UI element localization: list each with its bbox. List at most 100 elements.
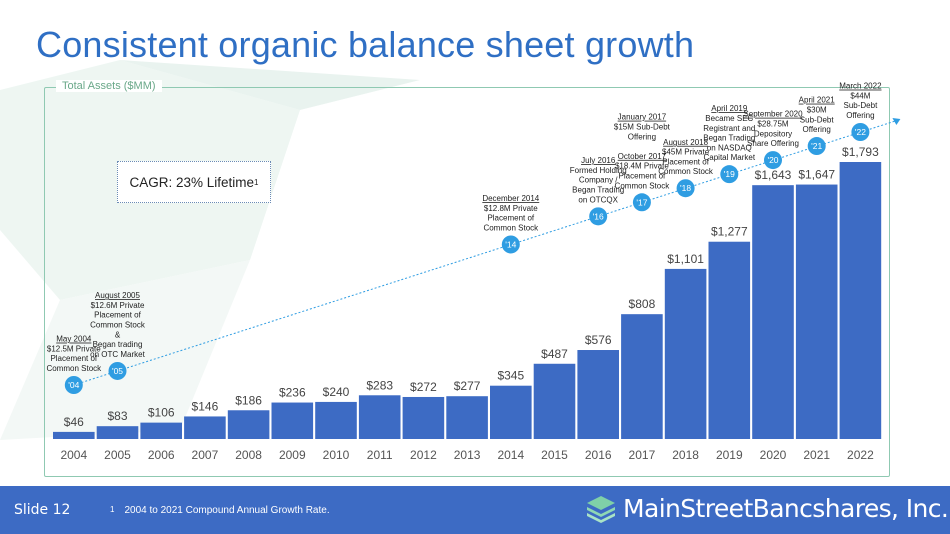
value-label-2016: $576: [585, 333, 612, 347]
x-tick-2019: 2019: [716, 448, 743, 462]
milestone-text-2018-2: Placement of: [662, 157, 709, 166]
milestone-text-2019-3: Began Trading: [703, 134, 755, 143]
milestone-label-2004: '04: [68, 380, 79, 390]
milestone-text-2020-1: $28.75M: [757, 120, 788, 129]
cagr-callout: CAGR: 23% Lifetime 1: [117, 161, 271, 203]
milestone-text-2017-5: $18.4M Private: [615, 162, 669, 171]
x-tick-2017: 2017: [629, 448, 656, 462]
cagr-text: CAGR: 23% Lifetime: [129, 174, 255, 190]
x-tick-2011: 2011: [367, 448, 393, 462]
milestone-text-2004-1: $12.5M Private: [47, 344, 101, 353]
milestone-text-2004-0: May 2004: [56, 335, 92, 344]
milestone-text-2016-4: on OTCQX: [578, 195, 618, 204]
cagr-footnote-ref: 1: [254, 177, 259, 187]
milestone-text-2005-0: August 2005: [95, 291, 140, 300]
bar-2006: [140, 422, 182, 439]
bar-2022: [839, 162, 882, 439]
milestone-text-2022-2: Sub-Debt: [844, 101, 879, 110]
footnote-text: 2004 to 2021 Compound Annual Growth Rate…: [124, 505, 330, 516]
x-tick-2022: 2022: [847, 448, 874, 462]
milestone-text-2021-2: Sub-Debt: [800, 115, 835, 124]
milestone-text-2016-2: Company /: [579, 176, 618, 185]
milestone-text-2018-0: August 2018: [663, 138, 708, 147]
milestone-text-2022-0: March 2022: [839, 82, 882, 91]
x-tick-2004: 2004: [60, 448, 87, 462]
milestone-text-2004-2: Placement of: [50, 354, 97, 363]
x-tick-2008: 2008: [235, 448, 262, 462]
milestone-label-2020: '20: [767, 155, 778, 165]
bar-2013: [446, 396, 488, 439]
bar-2010: [315, 401, 357, 439]
value-label-2005: $83: [107, 409, 127, 423]
milestone-text-2016-3: Began Trading: [572, 186, 624, 195]
milestone-text-2005-4: &: [115, 330, 121, 339]
milestone-text-2005-6: on OTC Market: [90, 350, 145, 359]
milestone-label-2019: '19: [724, 169, 735, 179]
milestone-text-2019-5: Capital Market: [704, 153, 756, 162]
chart-title: Total Assets ($MM): [56, 80, 162, 92]
chart-frame: [44, 87, 890, 477]
milestone-text-2014-1: $12.8M Private: [484, 204, 538, 213]
bar-2015: [533, 363, 576, 439]
milestone-label-2016: '16: [593, 211, 604, 221]
x-tick-2020: 2020: [760, 448, 787, 462]
page-title: Consistent organic balance sheet growth: [36, 24, 695, 65]
value-label-2022: $1,793: [842, 145, 879, 159]
x-tick-2009: 2009: [279, 448, 306, 462]
value-label-2018: $1,101: [667, 252, 704, 266]
milestone-circle-2005: [108, 361, 127, 380]
milestone-circle-2019: [720, 165, 739, 184]
milestone-text-2021-3: Offering: [803, 125, 831, 134]
milestone-label-2022: '22: [855, 127, 866, 137]
milestone-text-2005-2: Placement of: [94, 311, 141, 320]
milestone-trend-line: [73, 119, 899, 386]
company-logo-text: MainStreetBancshares, Inc.: [623, 494, 949, 523]
value-label-2013: $277: [454, 379, 481, 393]
milestone-text-2014-2: Placement of: [487, 214, 534, 223]
milestone-text-2014-3: Common Stock: [483, 223, 539, 232]
milestone-text-2018-3: Common Stock: [658, 167, 714, 176]
milestone-text-2019-2: Registrant and: [703, 124, 755, 133]
x-tick-2014: 2014: [497, 448, 524, 462]
footnote: 1 2004 to 2021 Compound Annual Growth Rat…: [110, 505, 330, 516]
milestone-text-2017-4: October 2017: [618, 152, 667, 161]
x-tick-2010: 2010: [323, 448, 350, 462]
milestone-text-2019-4: on NASDAQ: [707, 143, 752, 152]
value-label-2004: $46: [64, 415, 84, 429]
value-label-2020: $1,643: [755, 168, 792, 182]
milestone-label-2014: '14: [505, 239, 516, 249]
milestone-text-2019-0: April 2019: [711, 104, 748, 113]
bar-2014: [490, 385, 532, 439]
milestone-text-2022-3: Offering: [846, 111, 874, 120]
logo-layers-icon: [587, 496, 615, 523]
milestone-text-2017-0: January 2017: [618, 113, 667, 122]
value-label-2010: $240: [323, 385, 350, 399]
milestone-text-2021-0: April 2021: [799, 96, 836, 105]
milestone-circle-2017: [632, 193, 651, 212]
milestone-text-2005-3: Common Stock: [90, 321, 146, 330]
milestone-text-2020-0: September 2020: [743, 110, 803, 119]
bar-2011: [358, 395, 401, 439]
milestone-label-2021: '21: [811, 141, 822, 151]
milestone-circle-2020: [764, 151, 782, 170]
x-tick-2018: 2018: [672, 448, 699, 462]
milestone-text-2014-0: December 2014: [482, 194, 539, 203]
milestone-circle-2022: [851, 123, 870, 141]
milestone-text-2004-3: Common Stock: [46, 364, 102, 373]
value-label-2006: $106: [148, 406, 175, 420]
value-label-2008: $186: [235, 393, 262, 407]
milestone-text-2017-7: Common Stock: [615, 181, 671, 190]
milestone-text-2005-5: Began trading: [93, 340, 143, 349]
value-label-2012: $272: [410, 380, 437, 394]
x-tick-2007: 2007: [192, 448, 219, 462]
milestone-text-2017-2: Offering: [628, 132, 656, 141]
bar-2017: [621, 314, 663, 439]
milestone-text-2018-1: $45M Private: [662, 148, 710, 157]
milestone-label-2018: '18: [680, 183, 691, 193]
milestone-circle-2018: [676, 179, 695, 198]
trend-arrowhead: [892, 118, 901, 125]
milestone-text-2020-2: Depository: [754, 129, 792, 138]
bar-2004: [53, 431, 95, 439]
bar-2008: [227, 410, 270, 439]
value-label-2009: $236: [279, 386, 306, 400]
